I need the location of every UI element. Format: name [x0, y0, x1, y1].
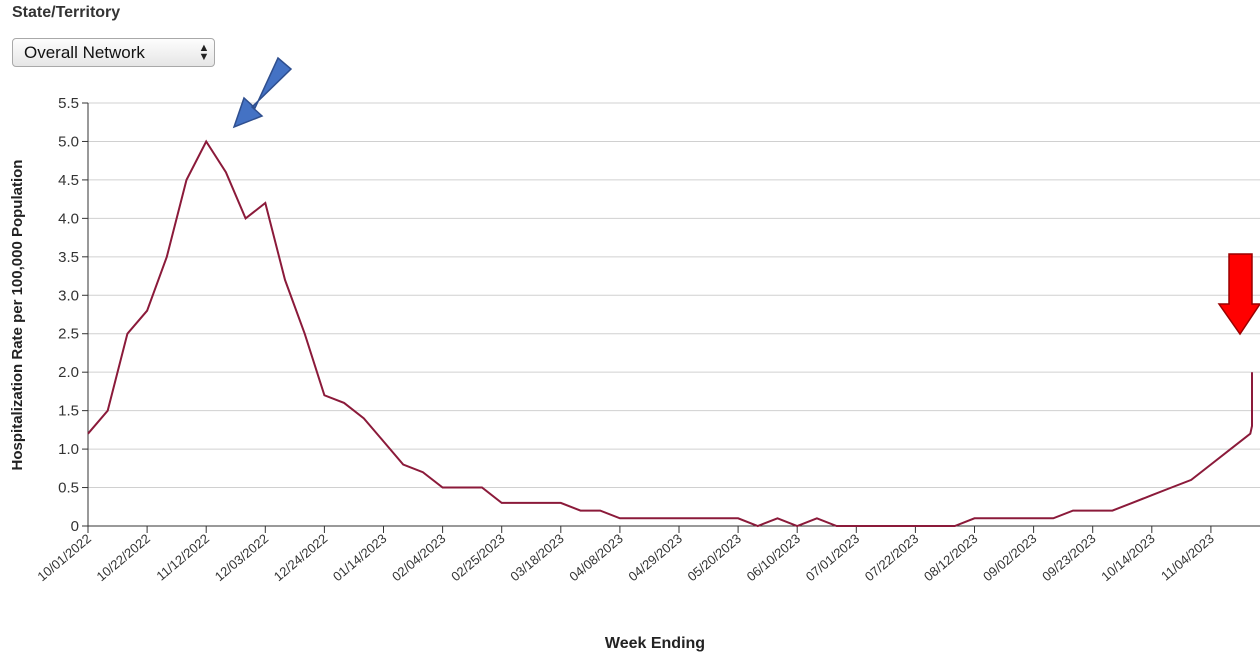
arrow-down-glyph: ▼: [198, 50, 210, 63]
y-tick-label: 5.5: [58, 95, 79, 112]
y-tick-label: 3.0: [58, 287, 79, 304]
x-tick-label: 07/22/2023: [862, 531, 921, 584]
y-tick-label: 0.5: [58, 480, 79, 497]
x-tick-label: 11/04/2023: [1158, 531, 1217, 584]
x-axis-label: Week Ending: [605, 635, 705, 652]
gridlines: [88, 102, 1260, 527]
arrow-up-glyph: ▲: [198, 41, 210, 54]
x-tick-label: 09/23/2023: [1039, 531, 1098, 584]
x-tick-label: 11/12/2022: [153, 531, 212, 584]
y-tick-label: 4.5: [58, 172, 79, 189]
x-tick-label: 01/14/2023: [330, 531, 389, 584]
y-axis-label: Hospitalization Rate per 100,000 Populat…: [9, 160, 26, 471]
y-tick-label: 1.5: [58, 403, 79, 420]
x-tick-label: 10/22/2022: [94, 531, 153, 584]
y-tick-label: 4.0: [58, 210, 79, 227]
x-axis: 10/01/2022 10/22/2022 11/12/2022 12/03/2022…: [34, 525, 1260, 584]
blue-arrow-annotation: [232, 56, 293, 129]
y-tick-label: 2.0: [58, 364, 79, 381]
y-tick-label: 2.5: [58, 326, 79, 343]
x-tick-label: 04/29/2023: [625, 531, 684, 584]
y-tick-label: 0: [71, 518, 79, 535]
x-tick-label: 09/02/2023: [980, 531, 1039, 584]
x-tick-label: 02/25/2023: [448, 531, 507, 584]
x-tick-label: 04/08/2023: [566, 531, 625, 584]
select-value: Overall Network: [24, 42, 145, 62]
select-arrows-icon: ▲ ▼: [194, 41, 214, 63]
filter-label: State/Territory: [12, 4, 121, 21]
red-arrow-annotation: [1217, 253, 1260, 336]
x-tick-label: 10/14/2023: [1098, 531, 1157, 584]
x-tick-label: 12/03/2022: [212, 531, 271, 584]
y-tick-label: 5.0: [58, 133, 79, 150]
x-tick-label: 02/04/2023: [389, 531, 448, 584]
y-axis: 0 0.5 1.0 1.5 2.0 2.5 3.0 3.5 4.0 4.5 5.0 5.5: [58, 95, 89, 535]
x-tick-label: 10/01/2022: [34, 531, 93, 584]
x-tick-label: 07/01/2023: [803, 531, 862, 584]
y-tick-label: 1.0: [58, 441, 79, 458]
x-tick-label: 03/18/2023: [507, 531, 566, 584]
series-line: [87, 139, 1253, 528]
state-territory-select[interactable]: Overall Network ▲ ▼: [12, 38, 215, 67]
x-tick-label: 05/20/2023: [685, 531, 744, 584]
x-tick-label: 12/24/2022: [271, 531, 330, 584]
x-tick-label: 06/10/2023: [744, 531, 803, 584]
x-tick-label: 08/12/2023: [921, 531, 980, 584]
y-tick-label: 3.5: [58, 249, 79, 266]
